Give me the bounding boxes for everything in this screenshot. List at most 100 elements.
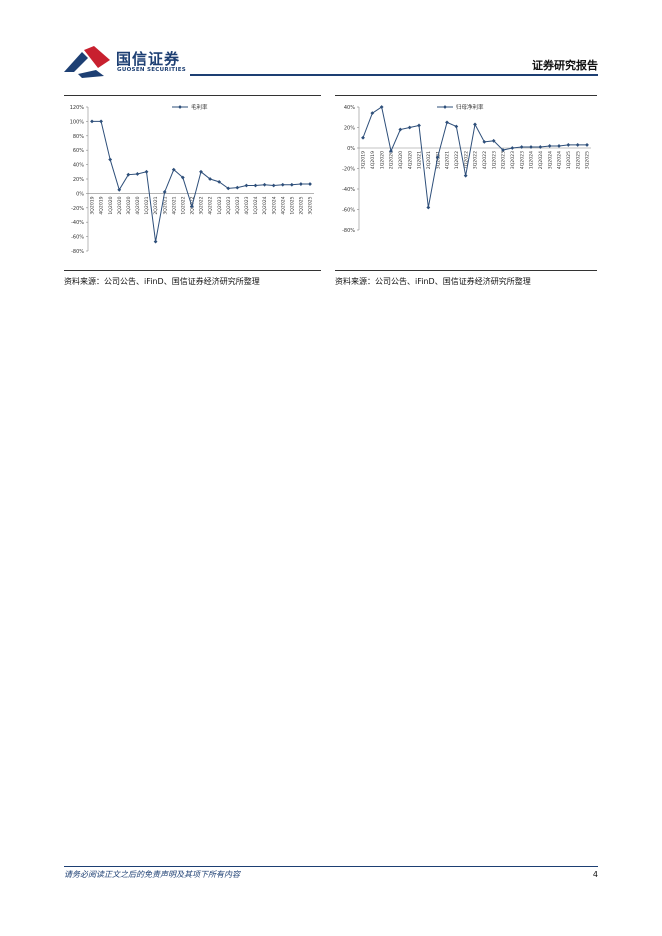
data-point [144,169,149,174]
x-tick-label: 3Q2024 [271,196,277,214]
x-tick-label: 4Q2020 [135,196,141,214]
data-point [435,155,440,160]
data-point [557,144,561,148]
x-tick-label: 4Q2022 [482,151,488,169]
data-point [153,239,158,244]
data-point [426,205,431,210]
x-tick-label: 2Q2023 [226,196,232,214]
x-tick-label: 3Q2022 [199,196,205,214]
company-logo: 国信证券 GUOSEN SECURITIES [64,46,194,78]
y-tick-label: -20% [71,206,84,212]
data-point [226,186,231,191]
x-tick-label: 3Q2019 [90,196,96,214]
x-tick-label: 3Q2021 [162,196,168,214]
footer-disclaimer: 请务必阅读正文之后的免责声明及其项下所有内容 [64,870,240,879]
x-tick-label: 2Q2020 [389,151,395,169]
x-tick-label: 1Q2023 [491,151,497,169]
y-tick-label: -40% [71,220,84,226]
x-tick-label: 1Q2024 [529,151,535,169]
x-tick-label: 4Q2023 [519,151,525,169]
y-tick-label: 20% [73,177,84,183]
x-tick-label: 1Q2022 [454,151,460,169]
data-point [235,185,240,190]
x-tick-label: 2Q2025 [299,196,305,214]
figure-right-top-rule [335,95,597,96]
data-point [454,124,459,129]
y-tick-label: 40% [73,163,84,169]
figure-right-source: 资料来源：公司公告、iFinD、国信证券经济研究所整理 [335,277,531,286]
data-point [445,120,449,125]
legend-marker [443,105,447,109]
x-tick-label: 2Q2024 [262,196,268,214]
data-point [208,177,212,181]
net-margin-chart: 40% 20% 0% -20% -40% -60% -80% 3Q2019 4Q2019 1Q20… [335,97,597,267]
logo-chinese-text: 国信证券 [116,50,181,68]
data-point [262,182,267,187]
data-point [361,135,365,140]
y-tick-label: -40% [342,187,355,193]
y-tick-label: 120% [70,105,85,111]
data-point [538,145,543,149]
data-point [308,182,312,186]
x-tick-label: 3Q2020 [398,151,404,169]
x-tick-label: 1Q2022 [180,196,186,214]
x-tick-label: 2Q2020 [117,196,123,214]
data-point [180,175,185,180]
data-point [253,183,258,188]
x-tick-label: 3Q2024 [547,151,553,169]
data-point [162,190,167,194]
y-tick-label: 0% [347,146,355,152]
data-point [585,143,589,147]
x-tick-label: 2Q2022 [463,151,469,169]
data-point [171,167,176,172]
data-point [510,146,515,150]
data-point [519,145,524,149]
x-tick-label: 4Q2019 [99,196,105,214]
figure-left-bottom-rule [64,270,321,271]
x-tick-label: 2Q2021 [426,151,432,169]
y-tick-label: 80% [73,134,84,140]
gross-margin-chart-svg: 120% 100% 80% 60% 40% 20% 0% -20% -40% -60% -80% 3Q… [70,103,314,255]
figure-right-bottom-rule [335,270,597,271]
data-point [289,182,294,187]
x-tick-label: 4Q2023 [244,196,250,214]
x-tick-label: 2Q2023 [501,151,507,169]
y-tick-label: 40% [344,105,355,111]
x-tick-label: 4Q2024 [557,151,563,169]
data-point [407,125,412,130]
y-tick-label: -60% [342,208,355,214]
data-point [244,183,249,188]
data-point [529,145,533,149]
y-tick-label: 60% [73,148,84,154]
y-tick-label: -60% [71,235,84,241]
data-point [126,172,131,177]
x-tick-label: 4Q2021 [445,151,451,169]
data-point [271,183,276,188]
data-point [473,122,477,127]
data-point [190,204,194,209]
x-tick-label: 1Q2023 [217,196,223,214]
data-point [299,182,303,186]
x-tick-label: 4Q2022 [208,196,214,214]
data-point [547,144,552,148]
y-tick-label: 100% [70,119,85,125]
x-tick-label: 4Q2020 [407,151,413,169]
x-tick-label: 2Q2024 [538,151,544,169]
footer-divider [64,866,598,867]
data-point [575,143,580,147]
legend-label: 毛利率 [191,103,208,111]
x-tick-label: 3Q2021 [435,151,441,169]
page-number: 4 [592,870,598,879]
x-tick-label: 2Q2025 [575,151,581,169]
x-tick-label: 4Q2024 [280,196,286,214]
gross-margin-chart: 120% 100% 80% 60% 40% 20% 0% -20% -40% -60% -80% 3Q… [64,97,321,267]
x-tick-label: 1Q2021 [144,196,150,214]
x-tick-label: 2Q2021 [153,196,159,214]
legend-marker [178,105,182,109]
data-point [135,172,140,176]
y-tick-label: -80% [71,249,84,255]
data-point [417,123,421,128]
x-tick-label: 1Q2020 [108,196,114,214]
x-tick-label: 1Q2021 [417,151,423,169]
y-tick-label: -80% [342,228,355,234]
